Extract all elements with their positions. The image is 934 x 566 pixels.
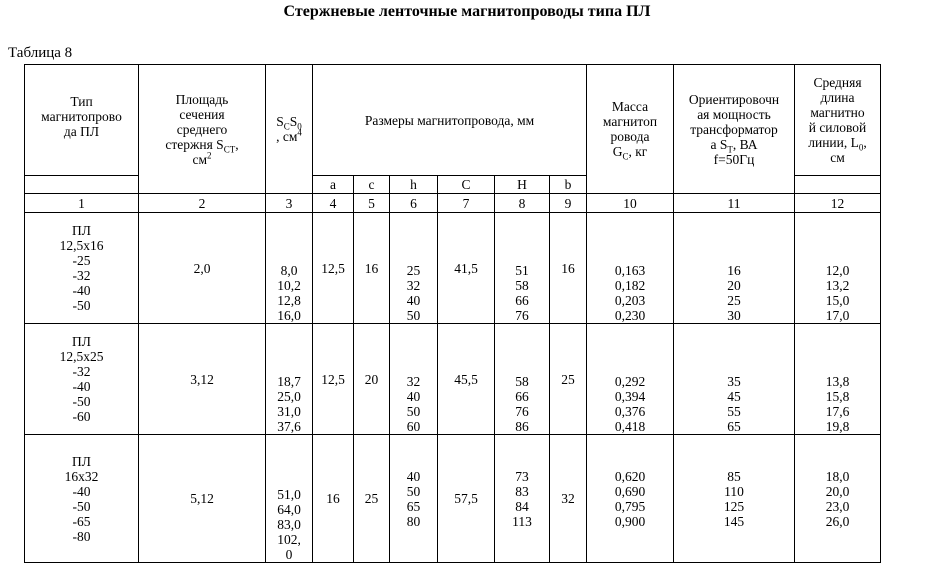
header-area: Площадь сечения среднего стержня SCT, см… <box>138 64 266 194</box>
cell-length: 12,0 13,2 15,0 17,0 <box>794 212 881 324</box>
column-number: 6 <box>389 193 438 213</box>
header-type: Тип магнитопрово да ПЛ <box>24 64 139 176</box>
cell-power: 85 110 125 145 <box>673 434 795 563</box>
cell-power: 16 20 25 30 <box>673 212 795 324</box>
table-row: ПЛ 16х32 -40 -50 -65 -80 5,12 51,0 64,0 83,0 102… <box>24 434 881 563</box>
cell-C: 41,5 <box>437 212 495 324</box>
cell-type: ПЛ 16х32 -40 -50 -65 -80 <box>24 434 139 563</box>
column-number: 5 <box>353 193 390 213</box>
cell-C: 45,5 <box>437 323 495 435</box>
cell-H: 51 58 66 76 <box>494 212 550 324</box>
cell-mass: 0,163 0,182 0,203 0,230 <box>586 212 674 324</box>
column-number: 1 <box>24 193 139 213</box>
cell-scso: 18,7 25,0 31,0 37,6 <box>265 323 313 435</box>
column-numbers-row: 1 2 3 4 5 6 7 8 9 10 11 12 <box>24 193 881 213</box>
header-mass: Масса магнитоп ровода GC, кг <box>586 64 674 194</box>
cell-c: 25 <box>353 434 390 563</box>
subheader-b: b <box>549 175 587 194</box>
subheader-H: H <box>494 175 550 194</box>
column-number: 9 <box>549 193 587 213</box>
column-number: 3 <box>265 193 313 213</box>
column-number: 2 <box>138 193 266 213</box>
table-caption: Таблица 8 <box>8 45 73 61</box>
cell-h: 40 50 65 80 <box>389 434 438 563</box>
cell-h: 32 40 50 60 <box>389 323 438 435</box>
cell-length: 13,8 15,8 17,6 19,8 <box>794 323 881 435</box>
cell-mass: 0,620 0,690 0,795 0,900 <box>586 434 674 563</box>
cell-C: 57,5 <box>437 434 495 563</box>
header-length-empty <box>794 175 881 194</box>
cell-type: ПЛ 12,5х25 -32 -40 -50 -60 <box>24 323 139 435</box>
header-length: Средняя длина магнитно й силовой линии, … <box>794 64 881 176</box>
subheader-a: a <box>312 175 354 194</box>
cell-scso: 8,0 10,2 12,8 16,0 <box>265 212 313 324</box>
header-type-empty <box>24 175 139 194</box>
header-scso: SCS0 , см4 <box>265 64 313 194</box>
cell-mass: 0,292 0,394 0,376 0,418 <box>586 323 674 435</box>
page-title: Стержневые ленточные магнитопроводы типа… <box>283 3 651 20</box>
column-number: 4 <box>312 193 354 213</box>
cell-area: 2,0 <box>138 212 266 324</box>
table-row: ПЛ 12,5х25 -32 -40 -50 -60 3,12 18,7 25,0 31,0 3… <box>24 323 881 435</box>
cell-power: 35 45 55 65 <box>673 323 795 435</box>
cell-a: 12,5 <box>312 212 354 324</box>
subheader-c: c <box>353 175 390 194</box>
cell-a: 12,5 <box>312 323 354 435</box>
table-row: ПЛ 12,5х16 -25 -32 -40 -50 2,0 8,0 10,2 12,8 16,… <box>24 212 881 324</box>
subheader-C: C <box>437 175 495 194</box>
cell-b: 16 <box>549 212 587 324</box>
subheader-h: h <box>389 175 438 194</box>
column-number: 7 <box>437 193 495 213</box>
cell-h: 25 32 40 50 <box>389 212 438 324</box>
column-number: 11 <box>673 193 795 213</box>
cell-type: ПЛ 12,5х16 -25 -32 -40 -50 <box>24 212 139 324</box>
cell-area: 5,12 <box>138 434 266 563</box>
header-dimensions: Размеры магнитопровода, мм <box>312 64 587 176</box>
column-number: 12 <box>794 193 881 213</box>
column-number: 8 <box>494 193 550 213</box>
cell-H: 58 66 76 86 <box>494 323 550 435</box>
cell-H: 73 83 84 113 <box>494 434 550 563</box>
cell-length: 18,0 20,0 23,0 26,0 <box>794 434 881 563</box>
header-power: Ориентировочн ая мощность трансформатор … <box>673 64 795 194</box>
cell-a: 16 <box>312 434 354 563</box>
cell-area: 3,12 <box>138 323 266 435</box>
cell-c: 20 <box>353 323 390 435</box>
column-number: 10 <box>586 193 674 213</box>
cell-b: 32 <box>549 434 587 563</box>
magnetic-cores-table: Тип магнитопрово да ПЛ Площадь сечения с… <box>24 64 881 563</box>
cell-c: 16 <box>353 212 390 324</box>
cell-scso: 51,0 64,0 83,0 102, 0 <box>265 434 313 563</box>
cell-b: 25 <box>549 323 587 435</box>
